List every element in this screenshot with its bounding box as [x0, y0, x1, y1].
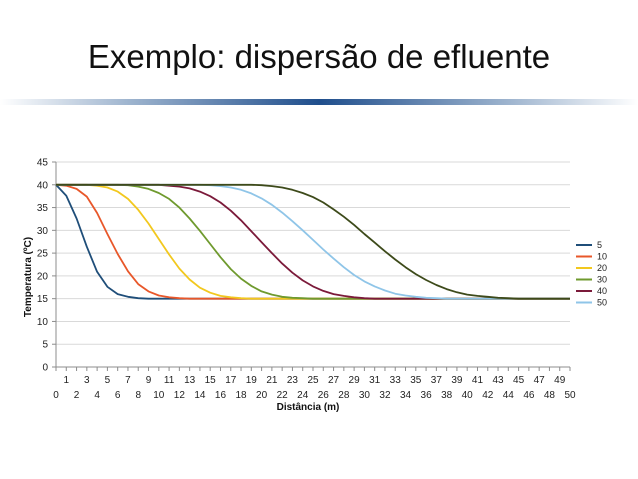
x-tick-label: 38	[441, 390, 453, 401]
x-tick-label: 8	[135, 390, 141, 401]
x-tick-label: 23	[287, 375, 299, 386]
y-tick-label: 25	[37, 249, 49, 260]
x-tick-labels: 0123456789101112131415161718192021222324…	[53, 375, 576, 401]
x-tick-label: 46	[523, 390, 535, 401]
y-tick-labels: 0 5 10 15 20 25 30 35 40 45	[37, 158, 49, 374]
x-tick-label: 2	[74, 390, 80, 401]
x-tick-label: 14	[194, 390, 206, 401]
x-tick-label: 36	[421, 390, 433, 401]
x-tick-label: 45	[513, 375, 525, 386]
x-tick-label: 30	[359, 390, 371, 401]
x-tick-label: 3	[84, 375, 90, 386]
x-tick-label: 27	[328, 375, 340, 386]
x-tick-label: 28	[338, 390, 350, 401]
x-tick-label: 13	[184, 375, 196, 386]
x-tick-label: 9	[146, 375, 152, 386]
y-tick-label: 5	[42, 340, 48, 351]
x-tick-label: 34	[400, 390, 412, 401]
x-tick-label: 33	[390, 375, 402, 386]
axes	[52, 161, 571, 371]
legend-label: 5	[597, 240, 602, 250]
series-line-50	[56, 183, 570, 300]
series-line-40	[56, 183, 570, 300]
x-tick-label: 35	[410, 375, 422, 386]
series-lines	[55, 183, 570, 300]
x-tick-label: 19	[246, 375, 258, 386]
x-tick-label: 48	[544, 390, 556, 401]
x-tick-label: 32	[379, 390, 391, 401]
x-tick-label: 12	[174, 390, 186, 401]
series-line-10	[55, 183, 570, 300]
x-tick-label: 40	[462, 390, 474, 401]
slide-title: Exemplo: dispersão de efluente	[87, 38, 551, 75]
series-line-30	[56, 183, 570, 300]
x-tick-label: 1	[63, 375, 69, 386]
x-tick-label: 25	[307, 375, 319, 386]
x-tick-label: 10	[153, 390, 165, 401]
x-tick-label: 49	[554, 375, 566, 386]
y-tick-label: 40	[37, 180, 49, 191]
x-tick-label: 0	[53, 390, 59, 401]
series-line-7	[56, 183, 570, 300]
x-tick-label: 18	[235, 390, 247, 401]
y-tick-label: 20	[37, 271, 49, 282]
x-tick-label: 17	[225, 375, 237, 386]
series-line-5	[55, 184, 570, 300]
y-tick-label: 0	[42, 363, 48, 374]
x-tick-label: 50	[564, 390, 576, 401]
title-divider	[0, 99, 638, 105]
x-tick-label: 26	[318, 390, 330, 401]
x-tick-label: 29	[349, 375, 361, 386]
x-tick-label: 43	[492, 375, 504, 386]
x-tick-label: 22	[277, 390, 289, 401]
x-tick-label: 11	[164, 375, 175, 386]
x-tick-label: 6	[115, 390, 121, 401]
x-tick-label: 41	[472, 375, 484, 386]
legend-label: 20	[597, 263, 607, 273]
series-line-20	[56, 183, 570, 300]
x-tick-label: 5	[105, 375, 111, 386]
x-tick-label: 42	[482, 390, 494, 401]
x-tick-label: 4	[94, 390, 100, 401]
x-tick-label: 39	[451, 375, 463, 386]
legend-label: 50	[597, 298, 607, 308]
x-axis-title: Distância (m)	[277, 402, 340, 413]
legend-label: 10	[597, 252, 607, 262]
legend-label: 40	[597, 286, 607, 296]
x-tick-label: 7	[125, 375, 131, 386]
y-tick-label: 45	[37, 158, 49, 169]
x-tick-label: 15	[205, 375, 217, 386]
x-tick-label: 24	[297, 390, 309, 401]
x-tick-label: 21	[266, 375, 278, 386]
y-tick-label: 15	[37, 294, 49, 305]
x-tick-label: 37	[431, 375, 443, 386]
y-tick-label: 35	[37, 203, 49, 214]
y-tick-label: 10	[37, 317, 49, 328]
y-axis-title: Temperatura (ºC)	[23, 237, 34, 317]
x-tick-label: 31	[369, 375, 381, 386]
y-tick-label: 30	[37, 226, 49, 237]
x-tick-label: 47	[534, 375, 546, 386]
legend-label: 30	[597, 275, 607, 285]
x-tick-label: 20	[256, 390, 268, 401]
x-tick-label: 16	[215, 390, 227, 401]
grid-lines	[56, 161, 570, 368]
x-tick-label: 44	[503, 390, 515, 401]
